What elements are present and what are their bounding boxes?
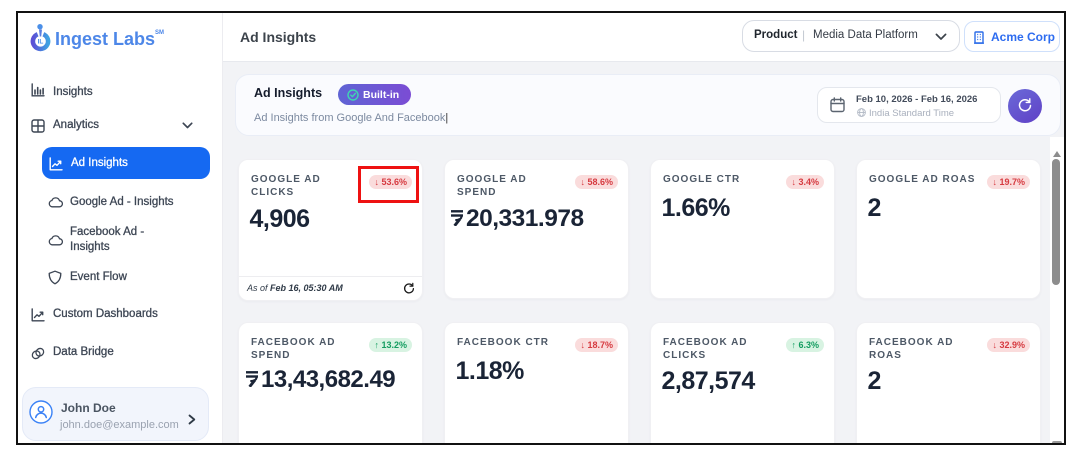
svg-text:IL: IL [38, 39, 44, 46]
